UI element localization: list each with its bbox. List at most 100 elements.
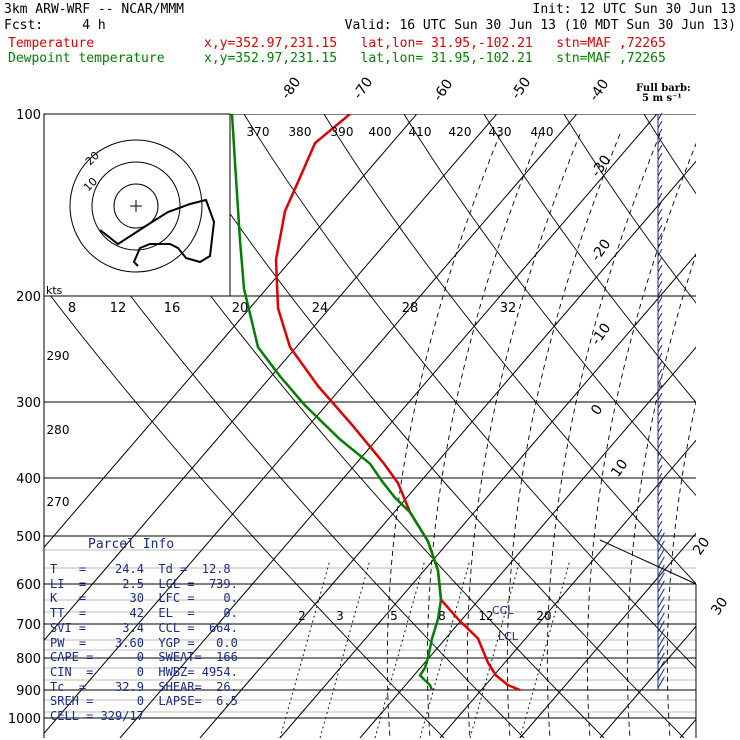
moist-adiabat <box>546 133 661 738</box>
parcel-info-row: LI = 2.5 LCL = 739. <box>50 576 238 591</box>
parcel-info-row: PW = 3.60 YGP = 0.0 <box>50 635 238 650</box>
pressure-label: 900 <box>16 684 41 699</box>
moist-adiabat <box>666 400 696 738</box>
wind-barb <box>657 352 663 361</box>
isotherm-line <box>44 114 498 642</box>
speed-tick-label: 16 <box>164 301 181 316</box>
wind-barb <box>657 200 663 209</box>
lcl-annotation: LCL <box>498 630 519 643</box>
wind-barb <box>657 448 663 457</box>
mixing-ratio-label: 3 <box>336 609 344 623</box>
isotherm-line <box>519 532 696 738</box>
header-line1-left: 3km ARW-WRF -- NCAR/MMM <box>4 2 185 17</box>
parcel-info-panel: Parcel Info T = 24.4 Td = 12.8 LI = 2.5 L… <box>44 536 238 736</box>
mixing-ratio-label: 5 <box>390 609 398 623</box>
wind-barb <box>657 488 663 497</box>
isotherm-label: -60 <box>430 76 456 104</box>
dry-adiabat <box>44 286 445 738</box>
wind-barb <box>657 304 663 313</box>
parcel-info-row: SREH = 0 LAPSE= 6.5 <box>50 694 238 709</box>
isotherm-line <box>44 114 578 735</box>
moist-adiabat <box>426 133 541 738</box>
wind-barb <box>657 256 663 265</box>
wind-barb <box>657 572 665 585</box>
pressure-label: 700 <box>16 618 41 633</box>
mixing-ratio-label: 12 <box>478 609 493 623</box>
parcel-info-title: Parcel Info <box>88 537 175 552</box>
wind-barb <box>657 144 663 153</box>
mixing-ratio-line <box>279 559 331 738</box>
wind-barb <box>657 272 663 281</box>
wind-barb <box>657 160 663 169</box>
wind-barb <box>657 336 663 345</box>
theta-label: 380 <box>289 125 312 139</box>
wind-barb <box>657 548 665 561</box>
wind-barb <box>657 328 663 337</box>
wind-barb <box>657 224 663 233</box>
wind-barb <box>657 112 663 121</box>
wind-barb <box>657 660 665 673</box>
isotherm-label: 0 <box>588 402 606 418</box>
header-line2-right: Valid: 16 UTC Sun 30 Jun 13 (10 MDT Sun … <box>344 18 736 33</box>
pressure-label: 1000 <box>8 712 41 727</box>
wind-barb <box>657 532 665 545</box>
wind-barb <box>657 676 665 689</box>
isotherm-line <box>679 718 696 738</box>
mixing-ratio-label: 8 <box>438 609 446 623</box>
wind-barb <box>657 240 663 249</box>
wind-barb <box>657 472 663 481</box>
isotherm-label: -30 <box>588 152 614 180</box>
hodograph-trace <box>99 198 216 267</box>
isotherm-label: 30 <box>708 595 731 619</box>
moist-adiabat <box>386 133 501 738</box>
theta-label: 370 <box>247 125 270 139</box>
temperature-profile <box>274 114 521 692</box>
isotherm-label: -70 <box>350 74 376 102</box>
header-line2-left: Fcst: 4 h <box>4 18 106 33</box>
isotherm-line <box>439 439 696 738</box>
theta-label: 410 <box>409 125 432 139</box>
theta-label: 420 <box>449 125 472 139</box>
moist-adiabat <box>466 133 581 738</box>
mixing-ratio-line <box>469 559 521 738</box>
wind-barb <box>657 184 663 193</box>
wind-barb <box>657 368 663 377</box>
dry-adiabat <box>323 114 696 585</box>
moist-adiabat <box>506 133 621 738</box>
dry-adiabat <box>563 114 696 304</box>
dry-adiabat <box>163 114 685 738</box>
wind-barb <box>657 120 663 129</box>
hodograph <box>43 113 231 297</box>
header-line1-right: Init: 12 UTC Sun 30 Jun 13 <box>532 2 737 17</box>
dewpoint-legend: Dewpoint temperature <box>8 51 165 66</box>
wind-barb <box>657 208 663 217</box>
dry-adiabat <box>403 114 696 497</box>
wind-barb <box>657 636 665 649</box>
speed-tick-label: 24 <box>312 301 329 316</box>
mixing-ratio-label: 2 <box>298 609 306 623</box>
wind-barb <box>657 416 663 425</box>
isotherm-line <box>119 114 658 738</box>
dry-adiabat <box>483 114 696 404</box>
pressure-label: 400 <box>16 472 41 487</box>
dewpoint-location: x,y=352.97,231.15 lat,lon= 31.95,-102.21… <box>204 51 666 66</box>
wind-barb <box>657 504 663 513</box>
wind-barb <box>657 192 663 201</box>
wind-barb <box>657 280 663 289</box>
dewpoint-profile <box>230 114 443 691</box>
wind-barb <box>657 136 663 145</box>
wind-barb <box>657 384 663 393</box>
barb-note-1: Full barb: <box>636 83 691 94</box>
wind-barb <box>657 128 663 137</box>
wind-barb <box>657 400 663 409</box>
wind-barb <box>657 496 663 505</box>
theta-label: 280 <box>47 423 70 437</box>
wind-barb <box>657 580 665 593</box>
wind-barb <box>657 312 663 321</box>
mixing-ratio-line <box>319 559 371 738</box>
isotherm-line <box>599 625 696 738</box>
pressure-label: 100 <box>16 108 41 123</box>
isotherm-line <box>44 114 418 549</box>
temperature-legend: Temperature <box>8 36 95 51</box>
